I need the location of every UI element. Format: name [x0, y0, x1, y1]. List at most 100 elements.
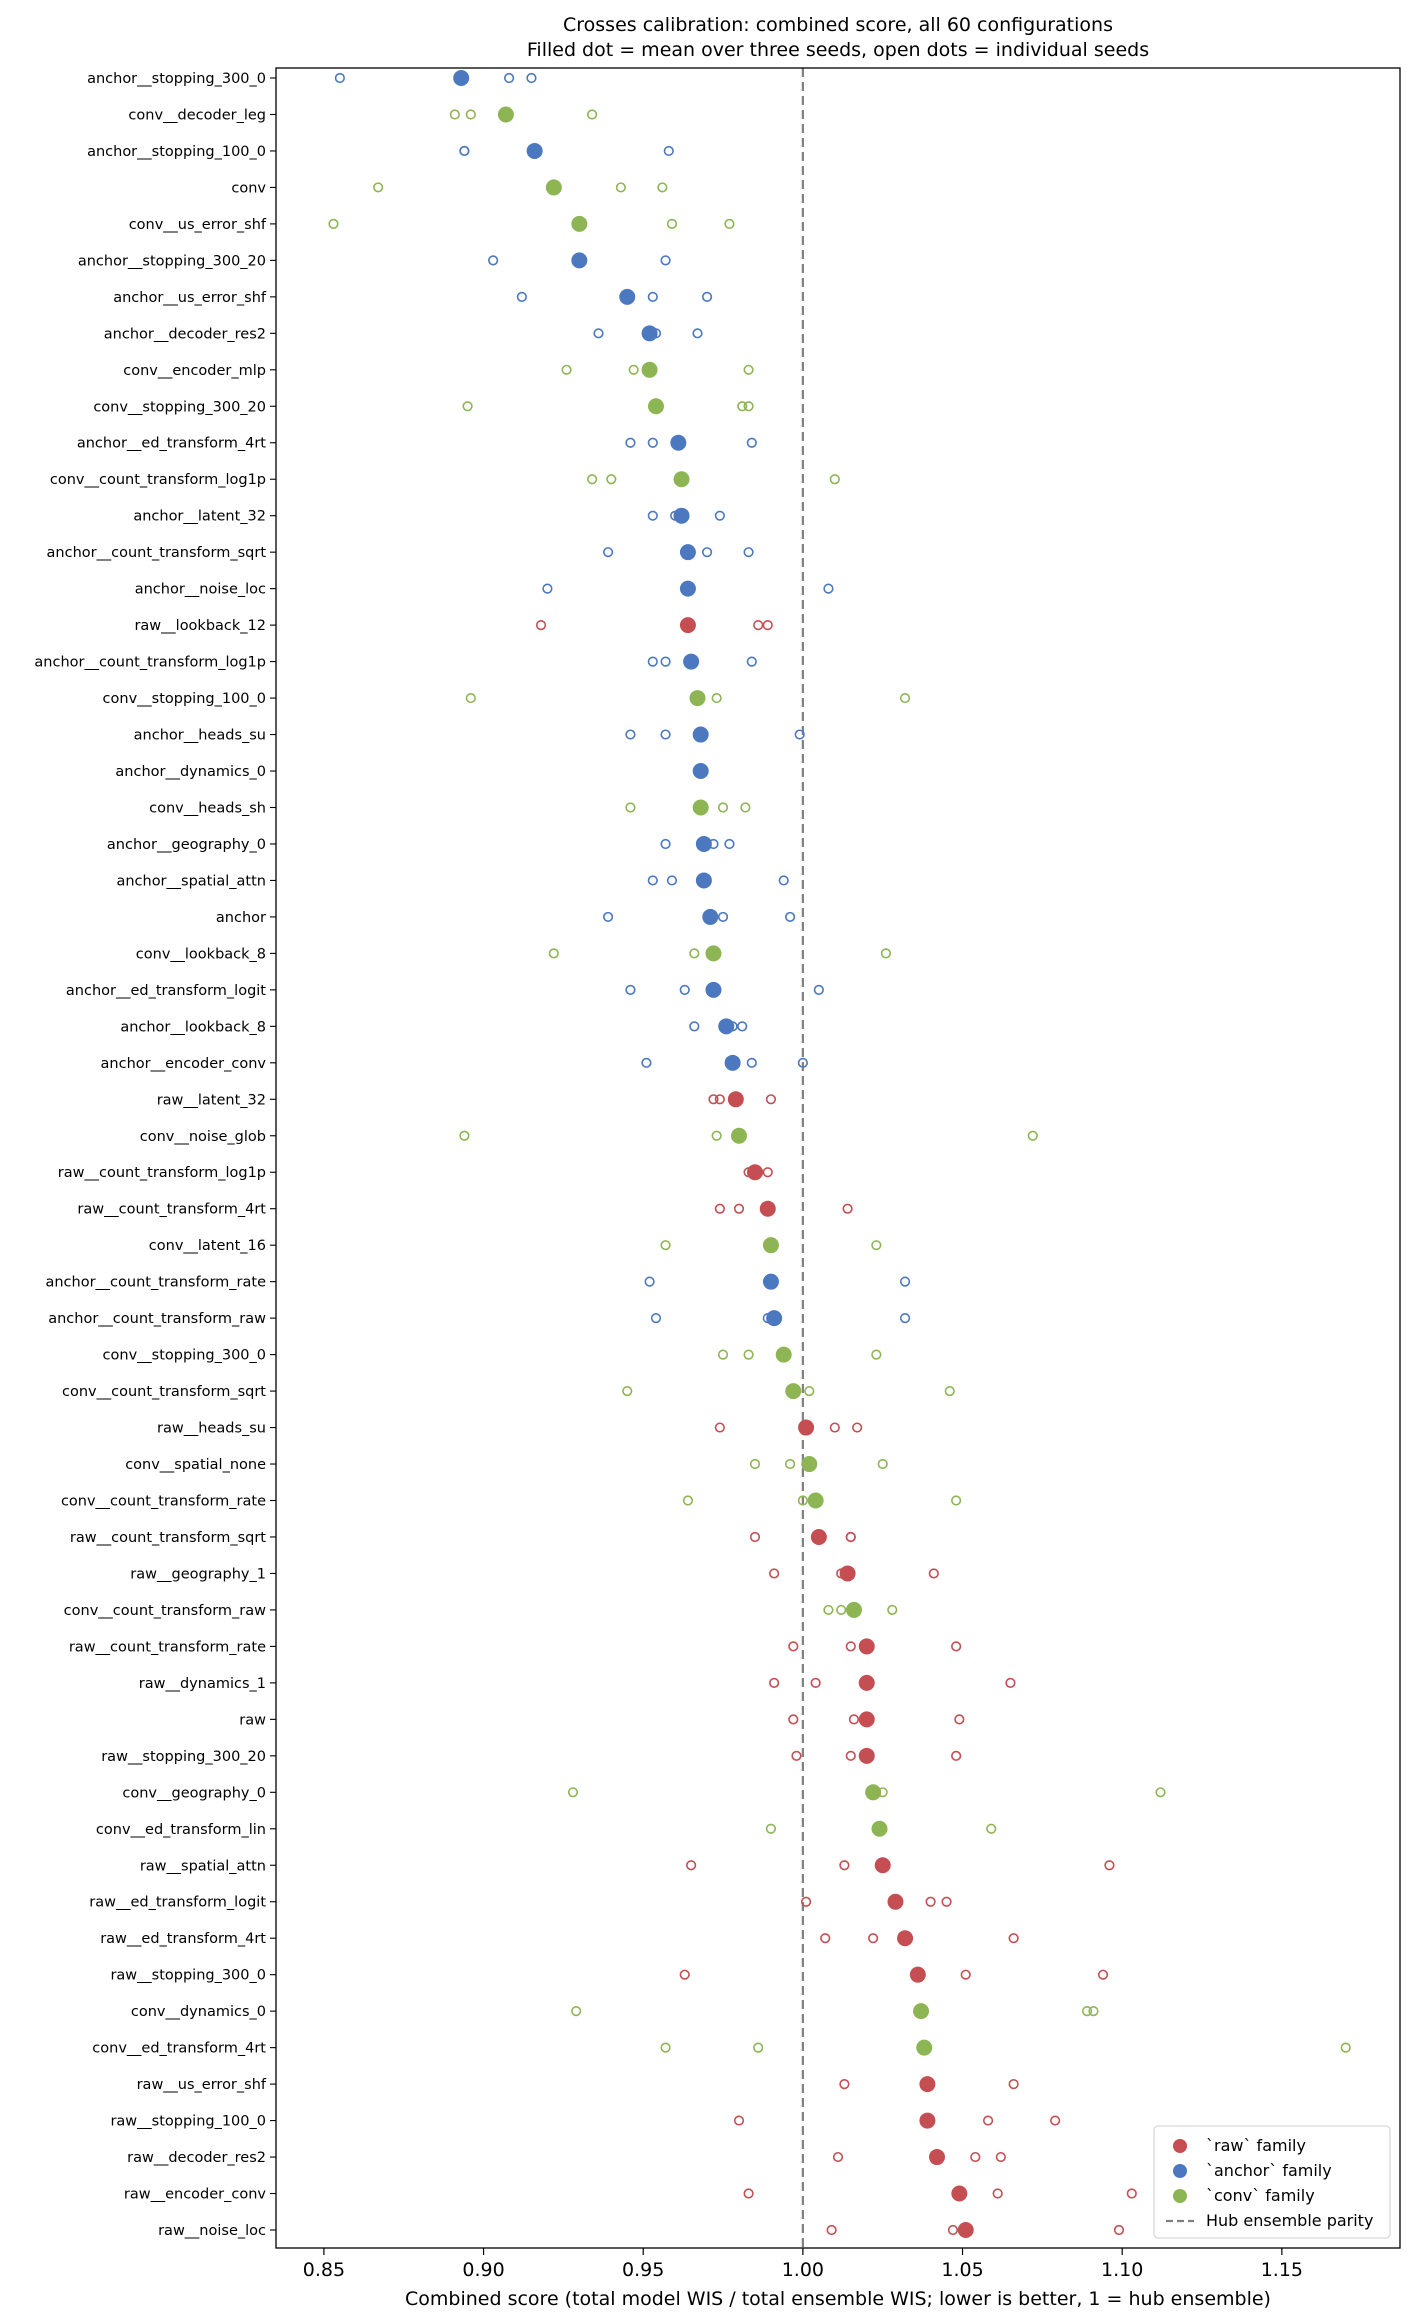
- seed-point: [711, 1130, 722, 1141]
- mean-point: [673, 507, 690, 524]
- seed-point: [753, 620, 764, 631]
- mean-point: [865, 1784, 882, 1801]
- configuration-row: [689, 1018, 748, 1035]
- seed-point: [657, 182, 668, 193]
- y-axis: anchor__stopping_300_0 conv__decoder_lega…: [34, 71, 276, 2239]
- y-tick-label: anchor__us_error_shf: [113, 290, 267, 306]
- y-tick-label: raw__latent_32: [157, 1092, 266, 1108]
- legend-box: [1153, 2125, 1391, 2239]
- seed-point: [944, 1385, 955, 1397]
- seed-point: [845, 1641, 856, 1652]
- seed-point: [733, 1203, 745, 1214]
- seed-point: [711, 692, 722, 704]
- seed-point: [647, 656, 658, 667]
- seed-point: [868, 1933, 879, 1944]
- y-tick-label: raw__count_transform_rate: [69, 1639, 266, 1655]
- seed-point: [465, 692, 476, 704]
- configuration-row: [373, 179, 668, 196]
- mean-point: [798, 1419, 815, 1436]
- chart-title: Crosses calibration: combined score, all…: [563, 14, 1113, 36]
- seed-point: [660, 656, 671, 667]
- legend-label: Hub ensemble parity: [1206, 2211, 1373, 2230]
- seed-point: [625, 802, 636, 813]
- seed-point: [1113, 2224, 1125, 2236]
- seed-point: [769, 1568, 780, 1579]
- seed-point: [829, 474, 840, 485]
- mean-point: [695, 872, 712, 889]
- seed-point: [749, 1458, 761, 1470]
- configuration-row: [714, 1200, 853, 1217]
- y-tick-label: raw__encoder_conv: [124, 2187, 267, 2203]
- seed-point: [995, 2151, 1006, 2163]
- seed-point: [871, 1349, 882, 1360]
- seed-point: [1008, 2079, 1019, 2090]
- seed-point: [1340, 2042, 1351, 2053]
- seed-point: [647, 437, 658, 448]
- seed-point: [689, 948, 700, 959]
- mean-point: [641, 361, 658, 378]
- seed-point: [982, 2115, 994, 2126]
- mean-point: [571, 215, 588, 232]
- y-tick-label: conv__ed_transform_4rt: [92, 2041, 266, 2057]
- seed-point: [765, 1094, 777, 1105]
- configuration-row: [749, 1456, 888, 1473]
- seed-point: [1097, 1969, 1109, 1980]
- seed-point: [788, 1714, 799, 1725]
- configuration-row: [660, 835, 735, 852]
- configuration-row: [832, 2149, 1006, 2166]
- seed-point: [628, 364, 639, 375]
- seed-point: [328, 218, 339, 229]
- mean-point: [845, 1601, 862, 1618]
- mean-point: [692, 799, 709, 816]
- y-tick-label: raw__dynamics_1: [139, 1676, 266, 1692]
- mean-point: [526, 142, 543, 159]
- x-axis: 0.85 0.90 0.95 1.00 1.05 1.10 1.15: [303, 2248, 1303, 2281]
- seed-point: [848, 1714, 860, 1725]
- mean-point: [731, 1127, 748, 1144]
- seed-point: [542, 583, 553, 594]
- seed-point: [800, 1896, 812, 1907]
- y-tick-label: anchor__noise_loc: [135, 582, 266, 598]
- seed-point: [1005, 1677, 1016, 1688]
- mean-point: [679, 617, 696, 634]
- configuration-row: [749, 1528, 856, 1545]
- seed-point: [714, 510, 725, 521]
- seed-point: [1126, 2188, 1137, 2199]
- mean-point: [571, 252, 588, 269]
- y-tick-label: anchor__stopping_100_0: [87, 144, 266, 160]
- mean-point: [874, 1857, 891, 1874]
- y-tick-label: raw__decoder_res2: [127, 2150, 266, 2166]
- y-tick-label: anchor__count_transform_rate: [45, 1275, 266, 1291]
- seed-point: [743, 547, 754, 558]
- legend: `raw` family `anchor` family `conv` family…: [1153, 2125, 1391, 2239]
- seed-point: [660, 838, 671, 850]
- mean-point: [689, 690, 706, 707]
- y-tick-label: anchor__stopping_300_0: [87, 71, 266, 87]
- y-tick-label: conv__ed_transform_lin: [96, 1822, 266, 1838]
- y-tick-label: conv__heads_sh: [149, 800, 266, 816]
- seed-point: [925, 1896, 936, 1907]
- configuration-row: [647, 872, 789, 889]
- y-tick-label: raw__count_transform_4rt: [77, 1202, 266, 1218]
- configuration-row: [647, 507, 725, 524]
- seed-point: [992, 2188, 1003, 2199]
- seed-point: [504, 72, 515, 84]
- seed-point: [615, 182, 626, 193]
- y-tick-label: raw__ed_transform_logit: [89, 1895, 266, 1911]
- configuration-row: [535, 617, 773, 634]
- seed-point: [666, 218, 678, 229]
- configuration-row: [641, 1054, 808, 1071]
- seed-point: [810, 1677, 821, 1688]
- seed-point: [836, 1604, 847, 1616]
- seed-point: [778, 875, 789, 886]
- configuration-row: [459, 142, 674, 159]
- configuration-row: [769, 1565, 939, 1582]
- legend-label: `anchor` family: [1206, 2161, 1332, 2180]
- seed-point: [746, 1057, 757, 1068]
- y-tick-label: raw__stopping_100_0: [110, 2114, 266, 2130]
- x-tick-label: 0.85: [303, 2259, 345, 2281]
- seed-point: [641, 1057, 652, 1068]
- seed-point: [660, 729, 671, 740]
- mean-point: [724, 1054, 741, 1071]
- seed-point: [941, 1896, 952, 1907]
